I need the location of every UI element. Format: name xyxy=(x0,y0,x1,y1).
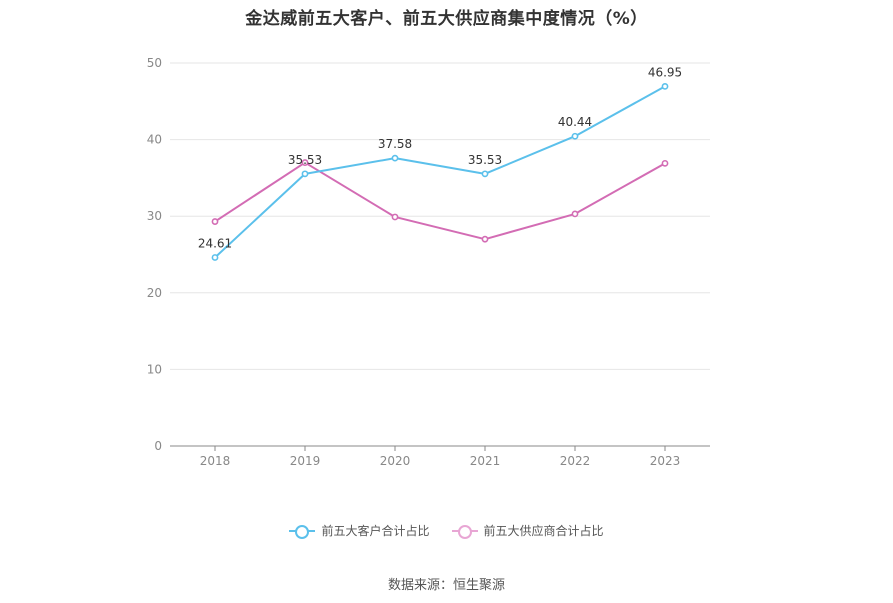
legend-label-customers: 前五大客户合计占比 xyxy=(321,524,430,538)
legend-item-customers[interactable]: 前五大客户合计占比 xyxy=(289,522,430,539)
data-label-customers: 35.53 xyxy=(288,153,322,167)
x-tick-label: 2019 xyxy=(290,454,321,468)
y-tick-label: 50 xyxy=(147,56,162,70)
data-labels: 24.61 35.53 37.58 35.53 40.44 46.95 xyxy=(198,65,682,250)
data-label-customers: 40.44 xyxy=(558,115,592,129)
data-source: 数据来源：恒生聚源 xyxy=(387,578,505,593)
x-tick-label: 2020 xyxy=(380,454,411,468)
y-tick-label: 30 xyxy=(147,209,162,223)
series-lines xyxy=(211,82,669,261)
y-tick-label: 20 xyxy=(147,286,162,300)
series-line-suppliers xyxy=(214,161,666,241)
y-tick-label: 10 xyxy=(147,362,162,376)
legend-label-suppliers: 前五大供应商合计占比 xyxy=(483,524,604,538)
data-label-customers: 24.61 xyxy=(198,236,232,250)
axes: 0 10 20 30 40 50 2018 2019 2020 2021 2022 2023 xyxy=(147,56,710,468)
data-label-customers: 35.53 xyxy=(468,153,502,167)
data-label-customers: 37.58 xyxy=(378,137,412,151)
y-tick-label: 0 xyxy=(154,439,162,453)
x-tick-label: 2023 xyxy=(650,454,681,468)
x-tick-label: 2018 xyxy=(200,454,231,468)
data-point-suppliers xyxy=(211,218,219,225)
data-point-suppliers xyxy=(301,159,309,166)
data-point-customers xyxy=(481,170,489,178)
legend-swatch-customers xyxy=(289,524,316,539)
legend-swatch-suppliers xyxy=(451,524,478,539)
data-label-customers: 46.95 xyxy=(648,65,682,79)
data-point-customers xyxy=(571,132,579,140)
data-point-customers xyxy=(211,254,219,261)
data-point-suppliers xyxy=(661,159,669,167)
data-point-suppliers xyxy=(571,210,579,218)
data-point-customers xyxy=(661,82,669,90)
series-line-customers xyxy=(214,85,666,259)
x-tick-label: 2022 xyxy=(560,454,591,468)
grid-lines xyxy=(170,62,710,370)
legend-item-suppliers[interactable]: 前五大供应商合计占比 xyxy=(451,522,604,539)
legend: 前五大客户合计占比 前五大供应商合计占比 xyxy=(0,522,893,539)
x-tick-label: 2021 xyxy=(470,454,501,468)
data-point-customers xyxy=(301,170,309,178)
chart-title: 金达威前五大客户、前五大供应商集中度情况（%） xyxy=(245,9,648,29)
data-point-suppliers xyxy=(481,235,489,243)
data-point-suppliers xyxy=(391,213,399,221)
data-point-customers xyxy=(391,154,399,162)
y-tick-label: 40 xyxy=(147,133,162,147)
